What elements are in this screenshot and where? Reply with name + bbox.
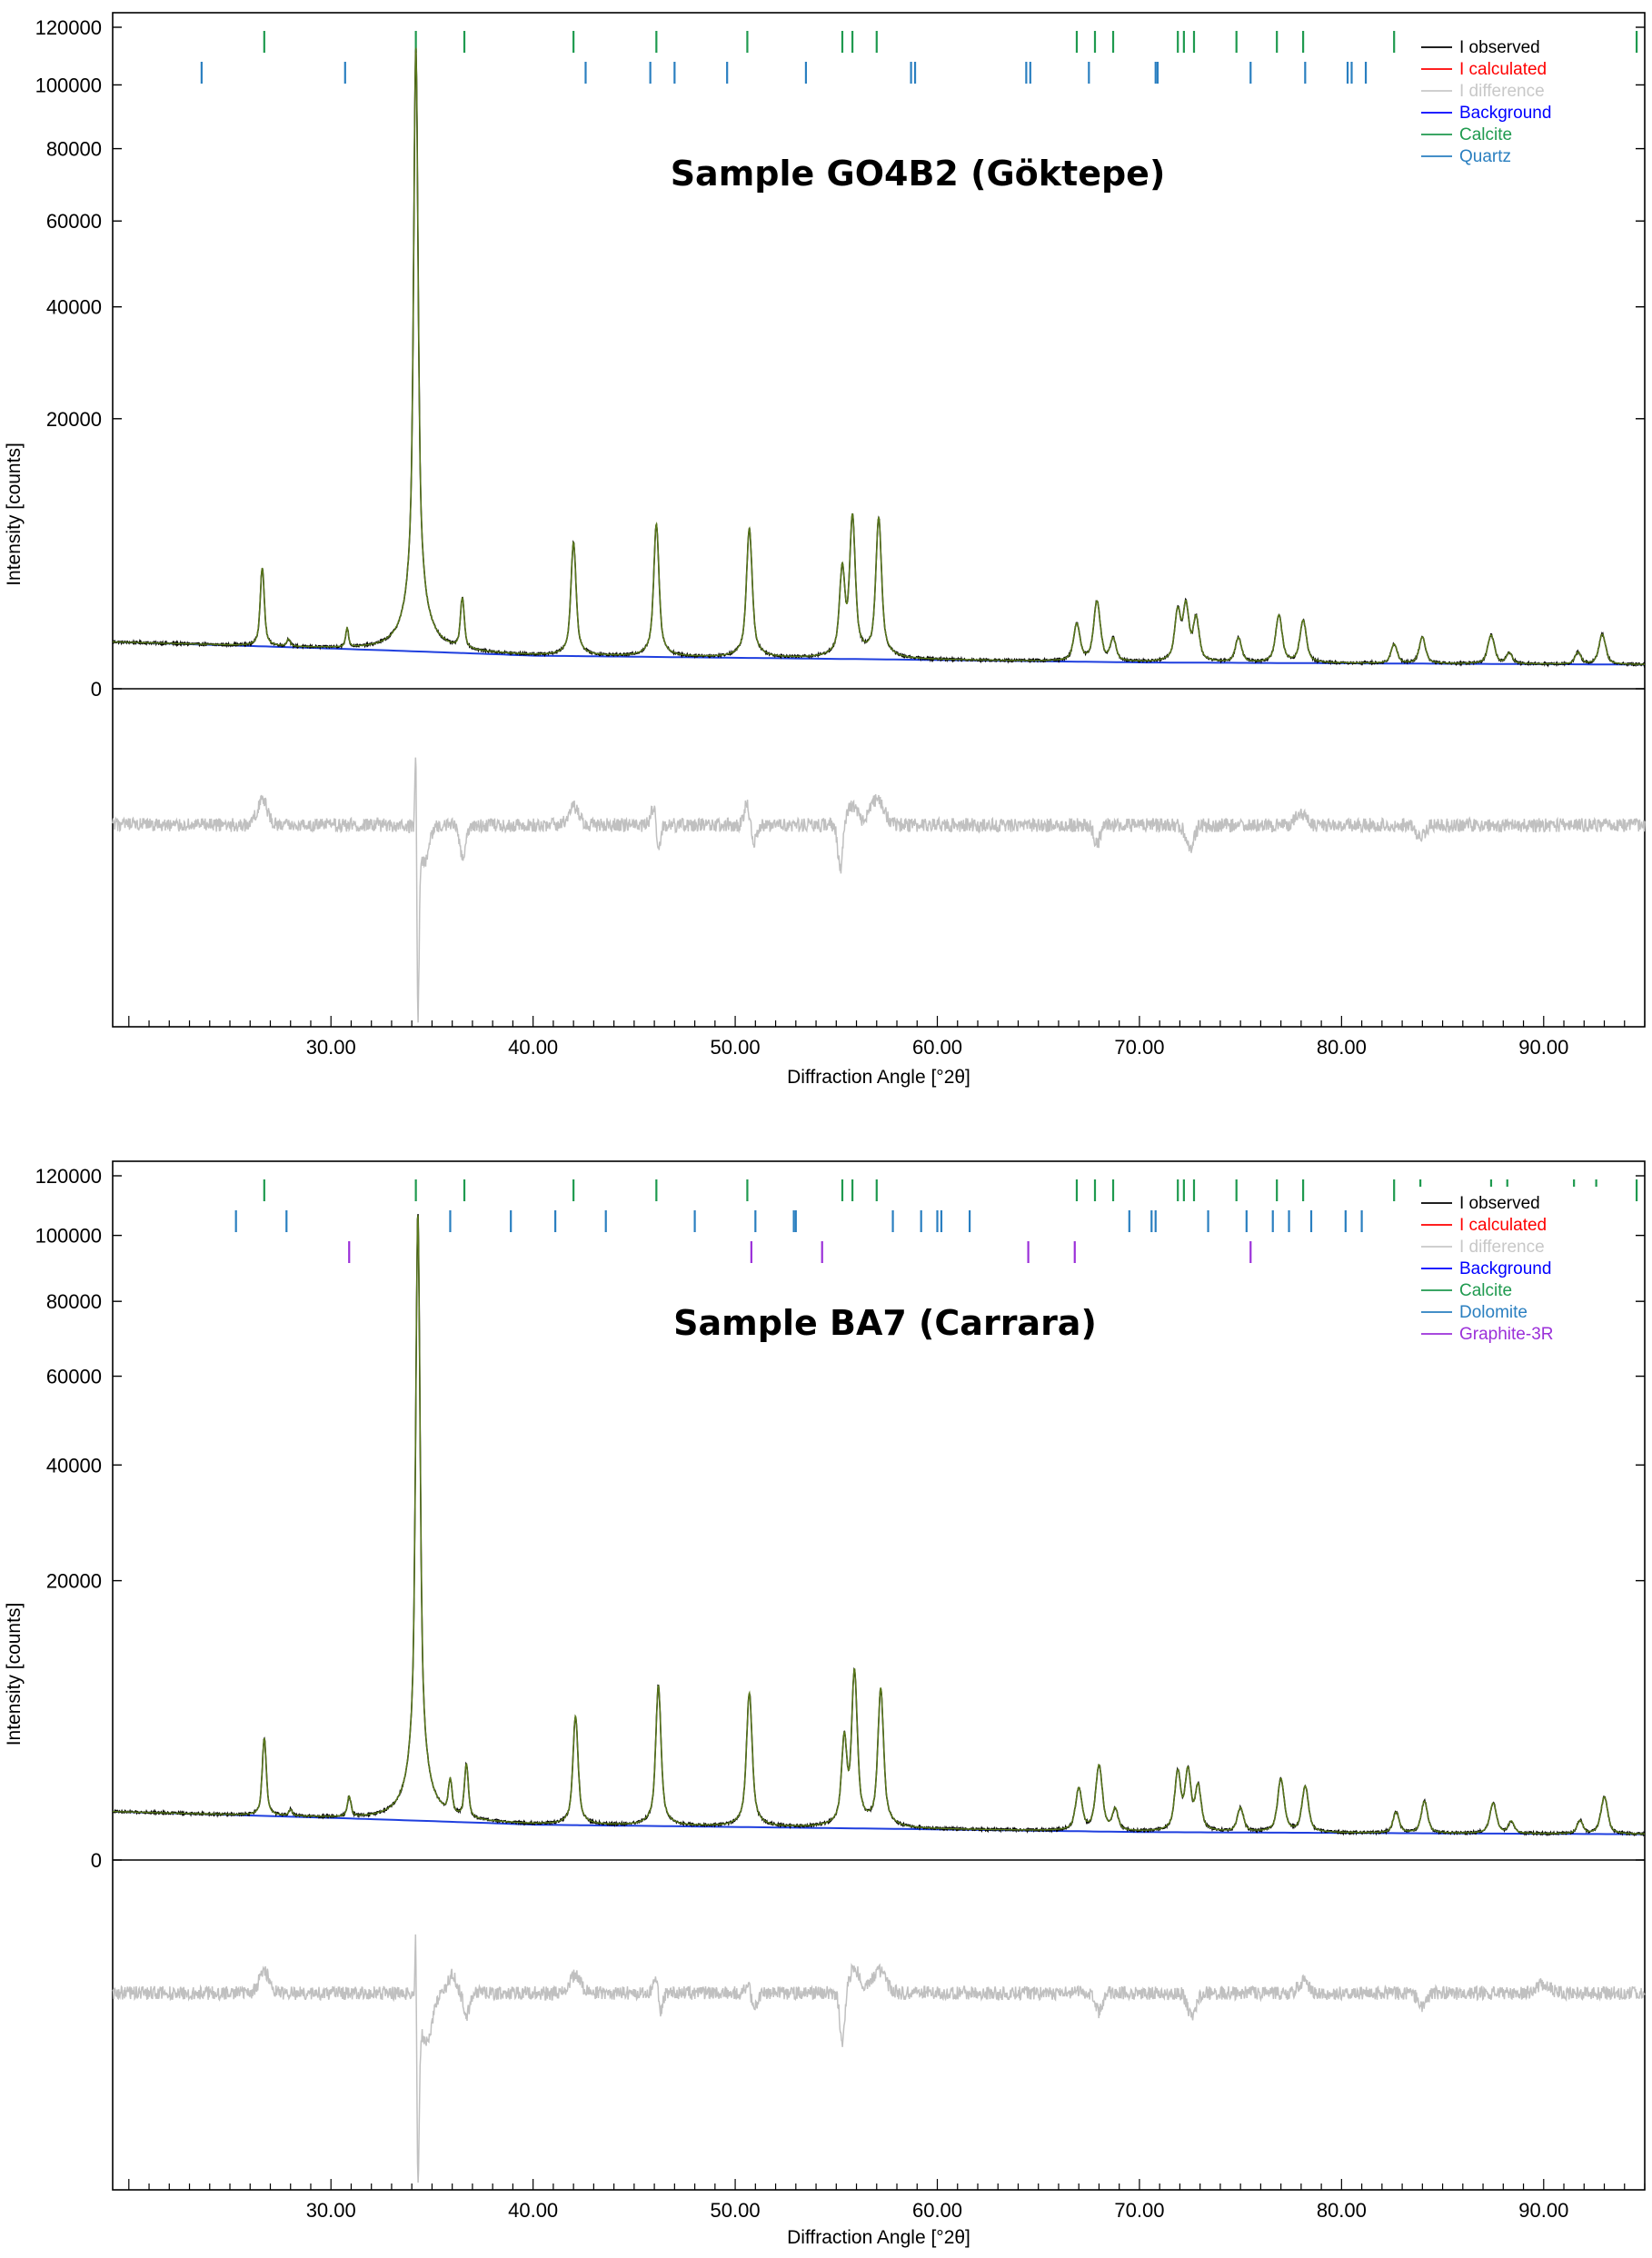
y-tick-label: 120000 xyxy=(35,1165,102,1188)
x-axis-title: Diffraction Angle [°2θ] xyxy=(787,1067,970,1088)
panel-title: Sample BA7 (Carrara) xyxy=(673,1303,1097,1343)
x-tick-label: 80.00 xyxy=(1317,2199,1367,2222)
x-tick-label: 30.00 xyxy=(306,1036,356,1059)
x-tick-label: 90.00 xyxy=(1518,2199,1568,2222)
legend-label: Graphite-3R xyxy=(1459,1325,1554,1344)
legend-label: Calcite xyxy=(1459,1281,1512,1300)
series-calculated-line xyxy=(113,47,1645,665)
x-tick-label: 80.00 xyxy=(1317,1036,1367,1059)
series-difference-line xyxy=(112,757,1646,1023)
y-tick-label: 0 xyxy=(91,1849,102,1872)
y-tick-label: 60000 xyxy=(46,210,102,233)
y-tick-label: 80000 xyxy=(46,1290,102,1313)
y-tick-label: 120000 xyxy=(35,16,102,39)
x-tick-label: 40.00 xyxy=(508,2199,558,2222)
legend-label: I difference xyxy=(1459,1238,1545,1257)
x-tick-label: 60.00 xyxy=(912,2199,962,2222)
x-tick-label: 70.00 xyxy=(1114,1036,1164,1059)
x-tick-label: 90.00 xyxy=(1518,1036,1568,1059)
chart-panel-2: 0 20000 40000 60000 80000 100000 120000 30.00 40… xyxy=(4,1160,1646,2248)
x-tick-label: 40.00 xyxy=(508,1036,558,1059)
series-background-line xyxy=(112,641,1645,666)
legend: I observed I calculated I difference Backgr… xyxy=(1412,31,1630,171)
legend-box xyxy=(1412,1187,1630,1348)
y-tick-label: 40000 xyxy=(46,1454,102,1477)
y-tick-label: 40000 xyxy=(46,296,102,319)
series-difference-line xyxy=(112,1934,1646,2183)
y-tick-label: 100000 xyxy=(35,1225,102,1248)
legend-box xyxy=(1412,31,1630,171)
legend-label: I observed xyxy=(1459,38,1540,57)
x-tick-label: 60.00 xyxy=(912,1036,962,1059)
legend-label: Background xyxy=(1459,104,1551,123)
legend: I observed I calculated I difference Backgr… xyxy=(1412,1187,1630,1348)
legend-label: Calcite xyxy=(1459,125,1512,144)
legend-label: I calculated xyxy=(1459,1216,1547,1235)
legend-label: I calculated xyxy=(1459,60,1547,79)
series-calculated-line xyxy=(113,1215,1645,1835)
legend-label: Dolomite xyxy=(1459,1303,1528,1322)
plot-frame xyxy=(112,12,1646,1028)
panel-title: Sample GO4B2 (Göktepe) xyxy=(671,154,1166,194)
y-axis-title: Intensity [counts] xyxy=(4,1603,25,1746)
x-tick-label: 50.00 xyxy=(711,2199,761,2222)
y-tick-label: 20000 xyxy=(46,408,102,431)
plot-frame xyxy=(112,1160,1646,2191)
x-axis-title: Diffraction Angle [°2θ] xyxy=(787,2227,970,2248)
y-tick-label: 0 xyxy=(91,678,102,701)
chart-panel-1: 0 20000 40000 60000 80000 100000 120000 30.00 40… xyxy=(4,12,1646,1088)
series-background-line xyxy=(112,1810,1646,1835)
y-tick-label: 80000 xyxy=(46,138,102,161)
legend-label: Background xyxy=(1459,1259,1551,1278)
x-tick-label: 70.00 xyxy=(1114,2199,1164,2222)
x-tick-label: 50.00 xyxy=(711,1036,761,1059)
y-tick-label: 100000 xyxy=(35,74,102,96)
y-tick-label: 60000 xyxy=(46,1366,102,1388)
legend-label: Quartz xyxy=(1459,147,1511,166)
y-axis-title: Intensity [counts] xyxy=(4,443,25,586)
x-tick-label: 30.00 xyxy=(306,2199,356,2222)
legend-label: I observed xyxy=(1459,1194,1540,1213)
legend-label: I difference xyxy=(1459,82,1545,101)
y-tick-label: 20000 xyxy=(46,1570,102,1593)
